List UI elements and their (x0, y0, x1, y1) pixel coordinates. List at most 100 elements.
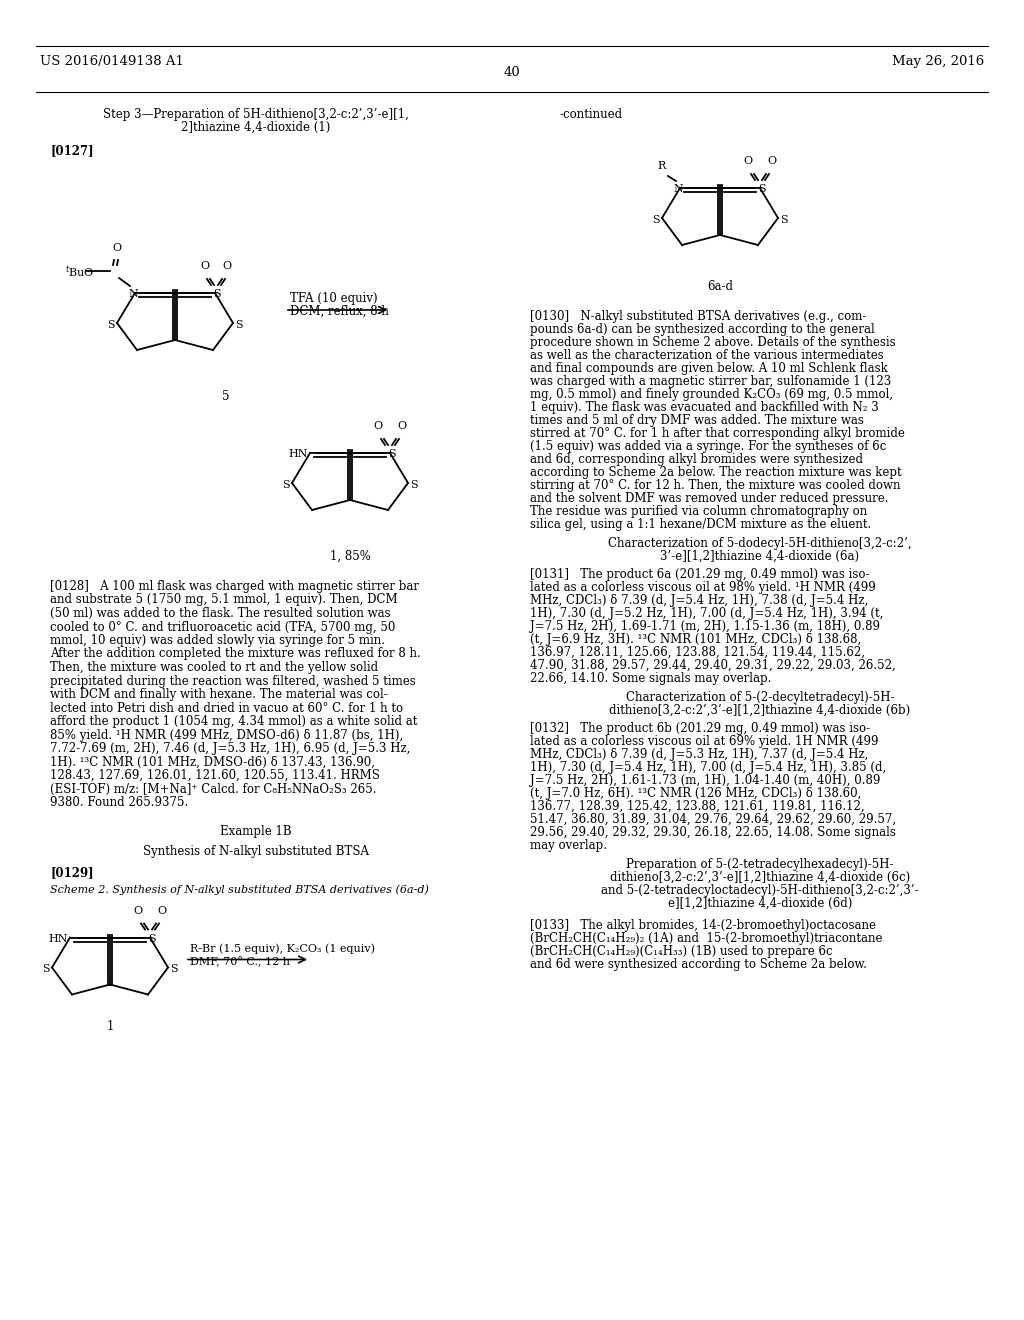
Text: S: S (236, 319, 243, 330)
Text: 2]thiazine 4,4-dioxide (1): 2]thiazine 4,4-dioxide (1) (181, 121, 331, 135)
Text: e][1,2]thiazine 4,4-dioxide (6d): e][1,2]thiazine 4,4-dioxide (6d) (668, 898, 852, 909)
Text: S: S (758, 183, 766, 194)
Text: S: S (42, 965, 50, 974)
Text: 40: 40 (504, 66, 520, 78)
Text: [0132]   The product 6b (201.29 mg, 0.49 mmol) was iso-: [0132] The product 6b (201.29 mg, 0.49 m… (530, 722, 870, 735)
Text: was charged with a magnetic stirrer bar, sulfonamide 1 (123: was charged with a magnetic stirrer bar,… (530, 375, 891, 388)
Text: lected into Petri dish and dried in vacuo at 60° C. for 1 h to: lected into Petri dish and dried in vacu… (50, 701, 403, 714)
Text: 51.47, 36.80, 31.89, 31.04, 29.76, 29.64, 29.62, 29.60, 29.57,: 51.47, 36.80, 31.89, 31.04, 29.76, 29.64… (530, 813, 896, 826)
Text: US 2016/0149138 A1: US 2016/0149138 A1 (40, 55, 184, 69)
Text: Scheme 2. Synthesis of N-alkyl substituted BTSA derivatives (6a-d): Scheme 2. Synthesis of N-alkyl substitut… (50, 884, 429, 895)
Text: 136.77, 128.39, 125.42, 123.88, 121.61, 119.81, 116.12,: 136.77, 128.39, 125.42, 123.88, 121.61, … (530, 800, 864, 813)
Text: Synthesis of N-alkyl substituted BTSA: Synthesis of N-alkyl substituted BTSA (143, 845, 369, 858)
Text: may overlap.: may overlap. (530, 840, 607, 851)
Text: mmol, 10 equiv) was added slowly via syringe for 5 min.: mmol, 10 equiv) was added slowly via syr… (50, 634, 385, 647)
Text: Preparation of 5-(2-tetradecylhexadecyl)-5H-: Preparation of 5-(2-tetradecylhexadecyl)… (627, 858, 894, 871)
Text: according to Scheme 2a below. The reaction mixture was kept: according to Scheme 2a below. The reacti… (530, 466, 901, 479)
Text: stirred at 70° C. for 1 h after that corresponding alkyl bromide: stirred at 70° C. for 1 h after that cor… (530, 426, 905, 440)
Text: R-Br (1.5 equiv), K₂CO₃ (1 equiv): R-Br (1.5 equiv), K₂CO₃ (1 equiv) (190, 944, 375, 954)
Text: N: N (673, 183, 683, 194)
Text: [0131]   The product 6a (201.29 mg, 0.49 mmol) was iso-: [0131] The product 6a (201.29 mg, 0.49 m… (530, 568, 869, 581)
Text: MHz, CDCl₃) δ 7.39 (d, J=5.3 Hz, 1H), 7.37 (d, J=5.4 Hz,: MHz, CDCl₃) δ 7.39 (d, J=5.3 Hz, 1H), 7.… (530, 748, 868, 762)
Text: HN: HN (289, 449, 308, 459)
Text: O: O (374, 421, 383, 432)
Text: and 5-(2-tetradecyloctadecyl)-5H-dithieno[3,2-c:2’,3’-: and 5-(2-tetradecyloctadecyl)-5H-dithien… (601, 884, 919, 898)
Text: J=7.5 Hz, 2H), 1.61-1.73 (m, 1H), 1.04-1.40 (m, 40H), 0.89: J=7.5 Hz, 2H), 1.61-1.73 (m, 1H), 1.04-1… (530, 774, 881, 787)
Text: O: O (201, 261, 210, 271)
Text: The residue was purified via column chromatography on: The residue was purified via column chro… (530, 506, 867, 517)
Text: O: O (158, 906, 167, 916)
Text: (t, J=6.9 Hz, 3H). ¹³C NMR (101 MHz, CDCl₃) δ 138.68,: (t, J=6.9 Hz, 3H). ¹³C NMR (101 MHz, CDC… (530, 634, 861, 645)
Text: May 26, 2016: May 26, 2016 (892, 55, 984, 69)
Text: HN: HN (48, 933, 68, 944)
Text: Characterization of 5-dodecyl-5H-dithieno[3,2-c:2’,: Characterization of 5-dodecyl-5H-dithien… (608, 537, 911, 550)
Text: J=7.5 Hz, 2H), 1.69-1.71 (m, 2H), 1.15-1.36 (m, 18H), 0.89: J=7.5 Hz, 2H), 1.69-1.71 (m, 2H), 1.15-1… (530, 620, 880, 634)
Text: [0129]: [0129] (50, 866, 93, 879)
Text: DMF, 70° C., 12 h: DMF, 70° C., 12 h (190, 957, 290, 968)
Text: S: S (170, 965, 178, 974)
Text: as well as the characterization of the various intermediates: as well as the characterization of the v… (530, 348, 884, 362)
Text: Characterization of 5-(2-decyltetradecyl)-5H-: Characterization of 5-(2-decyltetradecyl… (626, 690, 894, 704)
Text: O: O (397, 421, 407, 432)
Text: [0130]   N-alkyl substituted BTSA derivatives (e.g., com-: [0130] N-alkyl substituted BTSA derivati… (530, 310, 866, 323)
Text: lated as a colorless viscous oil at 98% yield. ¹H NMR (499: lated as a colorless viscous oil at 98% … (530, 581, 876, 594)
Text: N: N (128, 289, 138, 300)
Text: 29.56, 29.40, 29.32, 29.30, 26.18, 22.65, 14.08. Some signals: 29.56, 29.40, 29.32, 29.30, 26.18, 22.65… (530, 826, 896, 840)
Text: 22.66, 14.10. Some signals may overlap.: 22.66, 14.10. Some signals may overlap. (530, 672, 771, 685)
Text: $^t$BuO: $^t$BuO (65, 264, 94, 280)
Text: 5: 5 (222, 389, 229, 403)
Text: stirring at 70° C. for 12 h. Then, the mixture was cooled down: stirring at 70° C. for 12 h. Then, the m… (530, 479, 900, 492)
Text: and final compounds are given below. A 10 ml Schlenk flask: and final compounds are given below. A 1… (530, 362, 888, 375)
Text: S: S (780, 215, 787, 224)
Text: [0127]: [0127] (50, 144, 93, 157)
Text: dithieno[3,2-c:2’,3’-e][1,2]thiazine 4,4-dioxide (6b): dithieno[3,2-c:2’,3’-e][1,2]thiazine 4,4… (609, 704, 910, 717)
Text: S: S (213, 289, 221, 300)
Text: silica gel, using a 1:1 hexane/DCM mixture as the eluent.: silica gel, using a 1:1 hexane/DCM mixtu… (530, 517, 871, 531)
Text: precipitated during the reaction was filtered, washed 5 times: precipitated during the reaction was fil… (50, 675, 416, 688)
Text: 1 equiv). The flask was evacuated and backfilled with N₂ 3: 1 equiv). The flask was evacuated and ba… (530, 401, 879, 414)
Text: 6a-d: 6a-d (707, 280, 733, 293)
Text: After the addition completed the mixture was refluxed for 8 h.: After the addition completed the mixture… (50, 648, 421, 660)
Text: O: O (133, 906, 142, 916)
Text: S: S (388, 449, 396, 459)
Text: and 6d were synthesized according to Scheme 2a below.: and 6d were synthesized according to Sch… (530, 958, 867, 972)
Text: (50 ml) was added to the flask. The resulted solution was: (50 ml) was added to the flask. The resu… (50, 607, 390, 620)
Text: 136.97, 128.11, 125.66, 123.88, 121.54, 119.44, 115.62,: 136.97, 128.11, 125.66, 123.88, 121.54, … (530, 645, 865, 659)
Text: cooled to 0° C. and trifluoroacetic acid (TFA, 5700 mg, 50: cooled to 0° C. and trifluoroacetic acid… (50, 620, 395, 634)
Text: MHz, CDCl₃) δ 7.39 (d, J=5.4 Hz, 1H), 7.38 (d, J=5.4 Hz,: MHz, CDCl₃) δ 7.39 (d, J=5.4 Hz, 1H), 7.… (530, 594, 868, 607)
Text: lated as a colorless viscous oil at 69% yield. 1H NMR (499: lated as a colorless viscous oil at 69% … (530, 735, 879, 748)
Text: (t, J=7.0 Hz, 6H). ¹³C NMR (126 MHz, CDCl₃) δ 138.60,: (t, J=7.0 Hz, 6H). ¹³C NMR (126 MHz, CDC… (530, 787, 861, 800)
Text: 1H), 7.30 (d, J=5.2 Hz, 1H), 7.00 (d, J=5.4 Hz, 1H), 3.94 (t,: 1H), 7.30 (d, J=5.2 Hz, 1H), 7.00 (d, J=… (530, 607, 884, 620)
Text: and the solvent DMF was removed under reduced pressure.: and the solvent DMF was removed under re… (530, 492, 889, 506)
Text: mg, 0.5 mmol) and finely grounded K₂CO₃ (69 mg, 0.5 mmol,: mg, 0.5 mmol) and finely grounded K₂CO₃ … (530, 388, 893, 401)
Text: 1H), 7.30 (d, J=5.4 Hz, 1H), 7.00 (d, J=5.4 Hz, 1H), 3.85 (d,: 1H), 7.30 (d, J=5.4 Hz, 1H), 7.00 (d, J=… (530, 762, 886, 774)
Text: times and 5 ml of dry DMF was added. The mixture was: times and 5 ml of dry DMF was added. The… (530, 414, 864, 426)
Text: Step 3—Preparation of 5H-dithieno[3,2-c:2’,3’-e][1,: Step 3—Preparation of 5H-dithieno[3,2-c:… (103, 108, 409, 121)
Text: O: O (743, 156, 753, 166)
Text: [0133]   The alkyl bromides, 14-(2-bromoethyl)octacosane: [0133] The alkyl bromides, 14-(2-bromoet… (530, 919, 876, 932)
Text: 128.43, 127.69, 126.01, 121.60, 120.55, 113.41. HRMS: 128.43, 127.69, 126.01, 121.60, 120.55, … (50, 770, 380, 781)
Text: 1: 1 (106, 1019, 114, 1032)
Text: 47.90, 31.88, 29.57, 29.44, 29.40, 29.31, 29.22, 29.03, 26.52,: 47.90, 31.88, 29.57, 29.44, 29.40, 29.31… (530, 659, 896, 672)
Text: 85% yield. ¹H NMR (499 MHz, DMSO-d6) δ 11.87 (bs, 1H),: 85% yield. ¹H NMR (499 MHz, DMSO-d6) δ 1… (50, 729, 403, 742)
Text: (1.5 equiv) was added via a syringe. For the syntheses of 6c: (1.5 equiv) was added via a syringe. For… (530, 440, 887, 453)
Text: R: R (657, 161, 667, 172)
Text: -continued: -continued (560, 108, 624, 121)
Text: and substrate 5 (1750 mg, 5.1 mmol, 1 equiv). Then, DCM: and substrate 5 (1750 mg, 5.1 mmol, 1 eq… (50, 594, 397, 606)
Text: 7.72-7.69 (m, 2H), 7.46 (d, J=5.3 Hz, 1H), 6.95 (d, J=5.3 Hz,: 7.72-7.69 (m, 2H), 7.46 (d, J=5.3 Hz, 1H… (50, 742, 411, 755)
Text: 1H). ¹³C NMR (101 MHz, DMSO-d6) δ 137.43, 136.90,: 1H). ¹³C NMR (101 MHz, DMSO-d6) δ 137.43… (50, 755, 375, 768)
Text: dithieno[3,2-c:2’,3’-e][1,2]thiazine 4,4-dioxide (6c): dithieno[3,2-c:2’,3’-e][1,2]thiazine 4,4… (610, 871, 910, 884)
Text: [0128]   A 100 ml flask was charged with magnetic stirrer bar: [0128] A 100 ml flask was charged with m… (50, 579, 419, 593)
Text: Then, the mixture was cooled to rt and the yellow solid: Then, the mixture was cooled to rt and t… (50, 661, 378, 675)
Text: (BrCH₂CH(C₁₄H₂₉)(C₁₄H₃₃) (1B) used to prepare 6c: (BrCH₂CH(C₁₄H₂₉)(C₁₄H₃₃) (1B) used to pr… (530, 945, 833, 958)
Text: pounds 6a-d) can be synthesized according to the general: pounds 6a-d) can be synthesized accordin… (530, 323, 874, 337)
Text: S: S (652, 215, 659, 224)
Text: S: S (283, 480, 290, 490)
Text: S: S (411, 480, 418, 490)
Text: S: S (108, 319, 115, 330)
Text: DCM, reflux, 8 h: DCM, reflux, 8 h (290, 305, 389, 318)
Text: Example 1B: Example 1B (220, 825, 292, 837)
Text: TFA (10 equiv): TFA (10 equiv) (290, 292, 378, 305)
Text: 9380. Found 265.9375.: 9380. Found 265.9375. (50, 796, 188, 809)
Text: and 6d, corresponding alkyl bromides were synthesized: and 6d, corresponding alkyl bromides wer… (530, 453, 863, 466)
